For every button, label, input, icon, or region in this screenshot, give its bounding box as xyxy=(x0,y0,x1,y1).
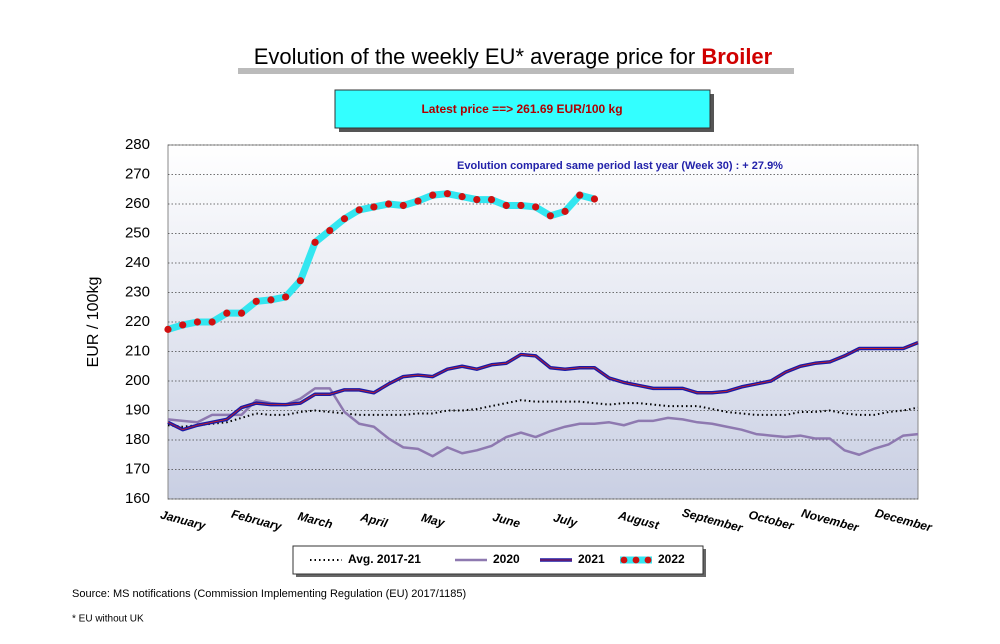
y-tick-label: 210 xyxy=(125,342,150,359)
legend-marker xyxy=(632,556,640,564)
title-highlight: Broiler xyxy=(701,44,772,69)
point xyxy=(429,191,437,199)
x-tick-label: January xyxy=(159,507,208,533)
x-tick-label: March xyxy=(296,509,334,532)
point xyxy=(193,318,202,326)
point xyxy=(237,309,246,317)
point xyxy=(414,197,422,205)
point xyxy=(370,203,378,211)
latest-price: Latest price ==> 261.69 EUR/100 kg xyxy=(421,102,622,116)
y-tick-label: 160 xyxy=(125,490,150,507)
y-tick-label: 190 xyxy=(125,401,150,418)
x-tick-label: September xyxy=(681,505,746,535)
series-line xyxy=(167,399,919,428)
y-axis-label: EUR / 100kg xyxy=(85,277,102,368)
point xyxy=(252,297,260,305)
point xyxy=(546,212,554,220)
point xyxy=(296,277,304,285)
x-tick-label: November xyxy=(800,506,862,535)
y-tick-label: 260 xyxy=(125,195,150,212)
annotation: Evolution compared same period last year… xyxy=(457,160,783,172)
series-line xyxy=(167,387,919,458)
legend-marker xyxy=(644,556,652,564)
legend-label: 2021 xyxy=(578,552,605,566)
point xyxy=(561,207,569,215)
x-tick-label: February xyxy=(230,507,285,534)
point xyxy=(590,195,599,203)
price-box xyxy=(334,89,711,129)
point xyxy=(502,201,510,210)
y-tick-label: 280 xyxy=(125,136,150,153)
point xyxy=(517,201,525,210)
point xyxy=(282,293,290,301)
y-tick-label: 200 xyxy=(125,372,150,389)
x-tick-label: May xyxy=(420,510,447,530)
point xyxy=(355,206,363,214)
point xyxy=(164,325,172,333)
point xyxy=(443,190,452,198)
x-tick-label: October xyxy=(747,507,796,533)
series-line-core xyxy=(167,342,919,431)
point xyxy=(487,195,496,204)
footnote: * EU without UK xyxy=(72,614,144,625)
source: Source: MS notifications (Commission Imp… xyxy=(72,588,466,600)
y-tick-label: 220 xyxy=(125,313,150,330)
legend xyxy=(292,545,704,575)
legend-label: 2022 xyxy=(658,552,685,566)
point xyxy=(473,195,481,204)
point xyxy=(179,321,187,329)
y-tick-label: 270 xyxy=(125,165,150,182)
point xyxy=(326,226,334,235)
y-tick-label: 240 xyxy=(125,254,150,271)
x-tick-label: August xyxy=(616,508,661,533)
point xyxy=(311,238,319,246)
y-tick-label: 230 xyxy=(125,283,150,300)
point xyxy=(576,191,584,199)
point xyxy=(399,201,407,210)
point xyxy=(532,203,540,211)
y-tick-label: 250 xyxy=(125,224,150,241)
point xyxy=(458,193,466,201)
y-tick-label: 180 xyxy=(125,431,150,448)
x-tick-label: June xyxy=(491,510,522,531)
point xyxy=(208,318,216,326)
x-tick-label: July xyxy=(552,510,580,530)
y-tick-label: 170 xyxy=(125,460,150,477)
legend-marker xyxy=(620,556,628,564)
chart-title: Evolution of the weekly EU* average pric… xyxy=(254,44,773,69)
point xyxy=(340,215,349,223)
title-shadow xyxy=(238,68,794,74)
legend-label: 2020 xyxy=(493,552,520,566)
point xyxy=(267,296,275,304)
point xyxy=(223,309,231,317)
legend-label: Avg. 2017-21 xyxy=(348,552,421,566)
x-tick-label: December xyxy=(874,506,935,535)
title-text: Evolution of the weekly EU* average pric… xyxy=(254,44,702,69)
point xyxy=(384,200,393,208)
x-tick-label: April xyxy=(358,510,390,531)
